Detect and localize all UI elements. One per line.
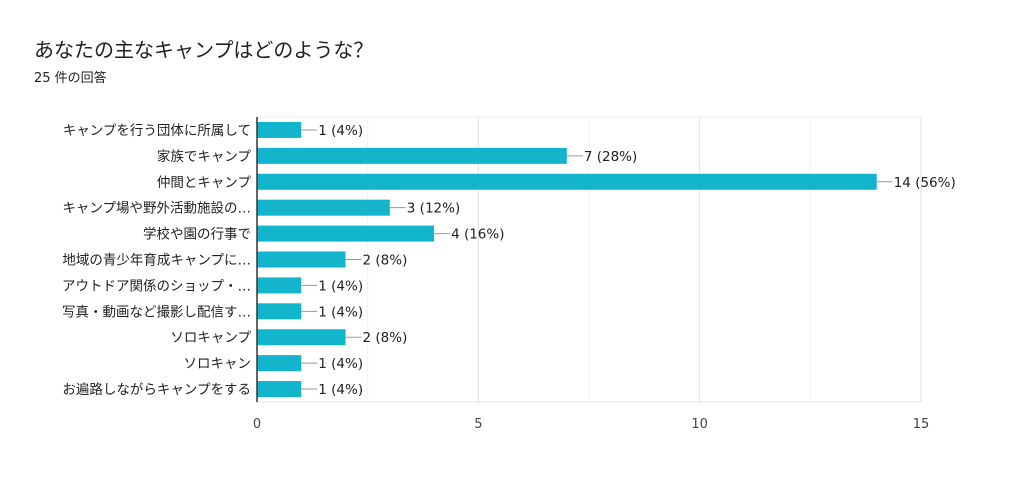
data-label: 1 (4%): [318, 356, 363, 372]
chart-title: あなたの主なキャンプはどのような？: [34, 38, 374, 62]
bar: [257, 251, 346, 268]
x-tick-label: 0: [253, 417, 261, 432]
data-label: 1 (4%): [318, 123, 363, 139]
bar: [257, 381, 302, 398]
bar: [257, 277, 302, 294]
data-label: 1 (4%): [318, 278, 363, 294]
category-label: 家族でキャンプ: [157, 148, 252, 165]
x-tick-label: 15: [913, 417, 930, 432]
category-label: 地域の青少年育成キャンプに…: [62, 253, 251, 269]
x-tick-label: 10: [691, 417, 708, 432]
bar: [257, 199, 390, 216]
bar: [257, 303, 302, 320]
response-count: 25 件の回答: [34, 71, 107, 86]
category-label: キャンプ場や野外活動施設の…: [62, 201, 251, 217]
category-label: お遍路しながらキャンプをする: [62, 382, 251, 398]
data-label: 1 (4%): [318, 304, 363, 320]
data-label: 4 (16%): [451, 227, 504, 243]
data-label: 2 (8%): [363, 330, 408, 346]
data-label: 1 (4%): [318, 382, 363, 398]
bar: [257, 329, 346, 346]
category-label: ソロキャン: [184, 356, 252, 372]
category-label: ソロキャンプ: [170, 330, 251, 346]
x-tick-label: 5: [474, 417, 482, 432]
data-label: 3 (12%): [407, 201, 460, 217]
bar: [257, 225, 435, 242]
bar: [257, 147, 567, 164]
bar: [257, 355, 302, 372]
bar: [257, 173, 877, 190]
data-label: 7 (28%): [584, 149, 637, 165]
category-label: キャンプを行う団体に所属して: [63, 123, 251, 139]
category-label: 仲間とキャンプ: [157, 175, 252, 191]
category-label: アウトドア関係のショップ・…: [62, 278, 251, 294]
data-label: 14 (56%): [894, 175, 956, 191]
category-label: 学校や園の行事で: [143, 226, 251, 243]
bar: [257, 121, 302, 138]
data-label: 2 (8%): [363, 253, 408, 269]
category-label: 写真・動画など撮影し配信す…: [62, 303, 251, 320]
